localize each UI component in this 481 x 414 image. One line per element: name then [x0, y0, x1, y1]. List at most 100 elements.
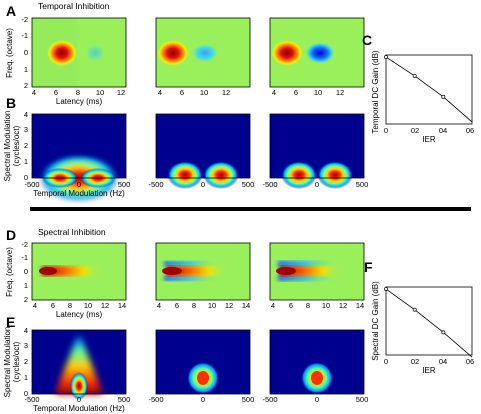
svg-text:10: 10 — [208, 301, 216, 310]
gain-f-marker-2 — [441, 330, 446, 335]
svg-text:0: 0 — [384, 126, 388, 135]
mtf-b2 — [155, 113, 251, 189]
svg-text:8: 8 — [76, 88, 80, 97]
svg-text:10: 10 — [96, 88, 104, 97]
section-title-temporal: Temporal Inhibition — [38, 1, 110, 11]
gain-c-marker-1 — [412, 73, 417, 78]
strf-a-xaxis: 4 6 8 10 12 Latency (ms) 4 6 10 12 4 6 1… — [32, 88, 344, 106]
svg-text:500: 500 — [356, 395, 369, 404]
mtf-e-xaxis: -500 0 500 Temporal Modulation (Hz) -500… — [24, 395, 368, 413]
svg-text:12: 12 — [222, 88, 230, 97]
svg-text:0: 0 — [24, 48, 28, 57]
svg-text:-500: -500 — [24, 395, 39, 404]
mtf-e-xlabel: Temporal Modulation (Hz) — [33, 404, 125, 413]
gain-c-ylabel: Temporal DC Gain (dB) — [371, 50, 380, 133]
svg-text:0: 0 — [24, 267, 28, 276]
svg-text:04: 04 — [439, 126, 447, 135]
svg-text:12: 12 — [336, 88, 344, 97]
svg-text:6: 6 — [294, 88, 298, 97]
svg-text:8: 8 — [306, 301, 310, 310]
gain-f-xlabel: IER — [422, 366, 436, 375]
strf-a-ylabel: Freq. (octave) — [5, 28, 14, 78]
svg-text:4: 4 — [24, 326, 28, 335]
svg-text:0: 0 — [201, 180, 205, 189]
svg-text:10: 10 — [322, 301, 330, 310]
panel-label-c: C — [362, 32, 372, 48]
mtf-b-xaxis: -500 0 500 Temporal Modulation (Hz) -500… — [24, 180, 368, 198]
panel-label-d: D — [6, 227, 16, 243]
mtf-b3 — [269, 113, 365, 189]
panel-label-b: B — [6, 95, 16, 111]
strf-d-yaxis: -2 -1 0 1 2 Freq. (octave) — [5, 240, 28, 304]
gain-c-marker-0 — [384, 55, 388, 60]
svg-text:Spectral Modulation: Spectral Modulation — [3, 111, 12, 182]
strf-d-xlabel: Latency (ms) — [56, 310, 103, 319]
svg-text:1: 1 — [24, 281, 28, 290]
svg-text:8: 8 — [68, 301, 72, 310]
panel-label-e: E — [6, 314, 15, 330]
strf-a1 — [31, 17, 127, 88]
svg-text:10: 10 — [314, 88, 322, 97]
svg-text:-500: -500 — [262, 180, 277, 189]
gain-f-marker-1 — [412, 307, 417, 312]
strf-a3 — [269, 17, 365, 88]
strf-a-xlabel: Latency (ms) — [56, 97, 103, 106]
section-divider — [30, 207, 471, 211]
strf-d-xaxis: 4 6 8 10 12 14 Latency (ms) 4 6 8 10 12 … — [33, 301, 364, 319]
svg-text:6: 6 — [54, 88, 58, 97]
gain-chart-c: Temporal DC Gain (dB) 0 02 04 06 IER — [371, 50, 474, 144]
svg-text:6: 6 — [175, 301, 179, 310]
mtf-e3 — [269, 329, 365, 395]
svg-text:1: 1 — [24, 65, 28, 74]
svg-text:500: 500 — [118, 395, 131, 404]
svg-text:4: 4 — [158, 88, 162, 97]
strf-d3 — [269, 242, 365, 301]
svg-text:-1: -1 — [21, 31, 28, 40]
strf-d2 — [155, 242, 251, 301]
svg-text:500: 500 — [356, 180, 369, 189]
gain-chart-f: Spectral DC Gain (dB) 0 02 04 06 IER — [371, 281, 474, 375]
svg-text:3: 3 — [24, 125, 28, 134]
mtf-e1 — [31, 329, 127, 400]
svg-text:500: 500 — [118, 180, 131, 189]
svg-text:4: 4 — [157, 301, 161, 310]
svg-text:02: 02 — [411, 357, 419, 366]
svg-text:12: 12 — [339, 301, 347, 310]
svg-text:12: 12 — [117, 88, 125, 97]
svg-text:10: 10 — [84, 301, 92, 310]
svg-text:0: 0 — [24, 389, 28, 398]
strf-d-ylabel: Freq. (octave) — [5, 247, 14, 297]
mtf-b-yaxis: 0 1 2 3 4 Spectral Modulation (cycles/oc… — [3, 110, 28, 182]
svg-text:4: 4 — [32, 88, 36, 97]
gain-f-ylabel: Spectral DC Gain (dB) — [371, 281, 380, 361]
gain-line-f — [385, 288, 473, 358]
svg-text:-1: -1 — [21, 253, 28, 262]
svg-text:-2: -2 — [21, 240, 28, 249]
svg-text:0: 0 — [384, 357, 388, 366]
svg-text:14: 14 — [242, 301, 250, 310]
panel-label-a: A — [6, 3, 16, 19]
svg-text:2: 2 — [24, 295, 28, 304]
svg-text:(cycles/oct): (cycles/oct) — [12, 341, 21, 382]
svg-text:0: 0 — [24, 173, 28, 182]
svg-text:6: 6 — [51, 301, 55, 310]
mtf-e2 — [155, 329, 251, 395]
panel-label-f: F — [364, 259, 373, 275]
svg-text:4: 4 — [272, 88, 276, 97]
svg-text:2: 2 — [24, 141, 28, 150]
mtf-e-yaxis: 0 1 2 3 4 Spectral Modulation (cycles/oc… — [3, 326, 28, 398]
section-title-spectral: Spectral Inhibition — [38, 227, 106, 237]
strf-a2 — [155, 17, 251, 88]
strf-a-yaxis: -2 -1 0 1 2 Freq. (octave) — [5, 15, 28, 90]
svg-text:2: 2 — [24, 81, 28, 90]
svg-text:-500: -500 — [24, 180, 39, 189]
svg-text:0: 0 — [315, 180, 319, 189]
svg-text:10: 10 — [200, 88, 208, 97]
svg-text:0: 0 — [315, 395, 319, 404]
svg-text:06: 06 — [466, 126, 474, 135]
gain-f-marker-0 — [384, 287, 388, 292]
svg-text:2: 2 — [24, 357, 28, 366]
svg-text:4: 4 — [33, 301, 37, 310]
svg-text:06: 06 — [466, 357, 474, 366]
